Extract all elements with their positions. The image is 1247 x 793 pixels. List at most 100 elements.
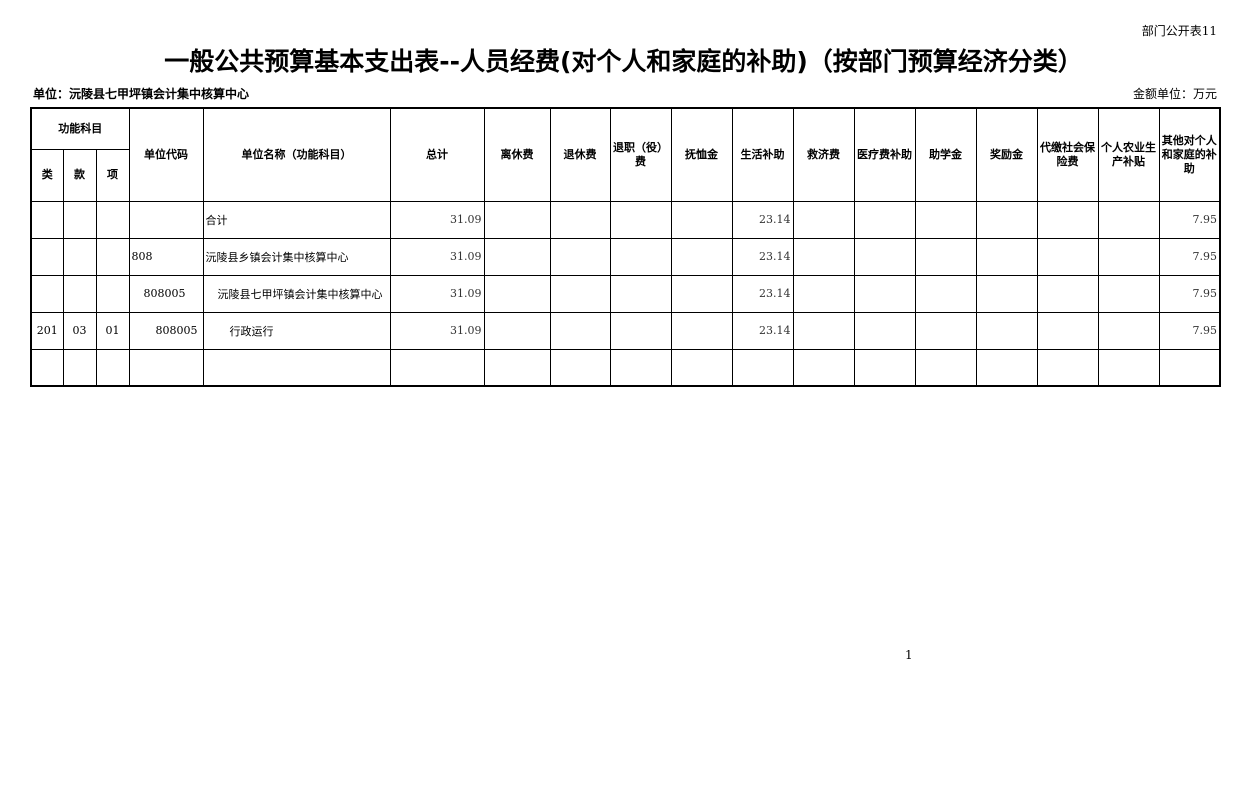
cell-value <box>483 311 551 350</box>
cell-name: 沅陵县乡镇会计集中核算中心 <box>202 237 391 276</box>
cell-code <box>128 200 204 239</box>
cell-name: 沅陵县七甲坪镇会计集中核算中心 <box>202 274 391 313</box>
cell-xiang <box>95 237 130 276</box>
cell-kuan <box>62 237 97 276</box>
header-xiang: 项 <box>95 148 130 202</box>
cell-value <box>483 348 551 387</box>
cell-value: 7.95 <box>1158 237 1221 276</box>
cell-value <box>483 274 551 313</box>
cell-value <box>670 311 733 350</box>
table-row: 合计 31.09 23.14 7.95 <box>30 200 1221 239</box>
header-col: 救济费 <box>792 107 855 202</box>
cell-value: 31.09 <box>389 311 485 350</box>
cell-value: 23.14 <box>731 274 794 313</box>
cell-value <box>609 348 672 387</box>
header-kuan: 款 <box>62 148 97 202</box>
unit-label: 单位：沅陵县七甲坪镇会计集中核算中心 <box>33 87 250 101</box>
cell-value <box>549 200 611 239</box>
header-col: 退职（役）费 <box>609 107 672 202</box>
cell-value <box>549 237 611 276</box>
cell-name: 合计 <box>202 200 391 239</box>
cell-kuan <box>62 348 97 387</box>
cell-lei <box>30 274 64 313</box>
page-title: 一般公共预算基本支出表--人员经费(对个人和家庭的补助)（按部门预算经济分类） <box>164 47 1083 76</box>
cell-value <box>975 348 1038 387</box>
cell-value <box>1036 237 1099 276</box>
cell-value <box>1036 274 1099 313</box>
header-col: 个人农业生产补贴 <box>1097 107 1160 202</box>
cell-value <box>792 274 855 313</box>
cell-value <box>1158 348 1221 387</box>
cell-value <box>670 274 733 313</box>
budget-table: 功能科目 单位代码 单位名称（功能科目） 总计 离休费 退休费 退职（役）费 抚… <box>30 107 1221 387</box>
cell-value <box>853 311 916 350</box>
cell-value <box>975 274 1038 313</box>
form-number: 部门公开表11 <box>1141 24 1217 38</box>
cell-value <box>792 237 855 276</box>
cell-xiang <box>95 200 130 239</box>
cell-value <box>731 348 794 387</box>
cell-value <box>549 348 611 387</box>
cell-name <box>202 348 391 387</box>
cell-value <box>914 200 977 239</box>
header-col: 生活补助 <box>731 107 794 202</box>
cell-value: 7.95 <box>1158 274 1221 313</box>
cell-value <box>1036 200 1099 239</box>
header-col: 单位代码 <box>128 107 204 202</box>
cell-value <box>1036 348 1099 387</box>
cell-value <box>549 311 611 350</box>
cell-value: 31.09 <box>389 200 485 239</box>
cell-value <box>609 200 672 239</box>
cell-code: 808005 <box>128 311 204 350</box>
cell-lei <box>30 348 64 387</box>
cell-value <box>389 348 485 387</box>
header-func-subject: 功能科目 <box>30 107 130 150</box>
cell-value: 31.09 <box>389 274 485 313</box>
cell-value <box>914 237 977 276</box>
cell-kuan <box>62 274 97 313</box>
cell-value <box>670 348 733 387</box>
header-col: 助学金 <box>914 107 977 202</box>
money-unit: 金额单位：万元 <box>1132 87 1217 101</box>
header-lei: 类 <box>30 148 64 202</box>
cell-value <box>670 200 733 239</box>
header-col: 医疗费补助 <box>853 107 916 202</box>
cell-lei <box>30 237 64 276</box>
cell-value <box>914 311 977 350</box>
cell-value <box>853 200 916 239</box>
table-row: 808 沅陵县乡镇会计集中核算中心 31.09 23.14 7.95 <box>30 237 1221 276</box>
cell-value <box>792 348 855 387</box>
header-col: 退休费 <box>549 107 611 202</box>
header-col: 代缴社会保险费 <box>1036 107 1099 202</box>
cell-code <box>128 348 204 387</box>
cell-value <box>609 237 672 276</box>
cell-value <box>609 274 672 313</box>
cell-lei: 201 <box>30 311 64 350</box>
cell-value: 7.95 <box>1158 200 1221 239</box>
table-row: 201 03 01 808005 行政运行 31.09 23.14 7.95 <box>30 311 1221 350</box>
cell-value <box>1097 311 1160 350</box>
cell-value <box>853 274 916 313</box>
cell-value: 31.09 <box>389 237 485 276</box>
table-row <box>30 348 1221 387</box>
cell-value <box>792 200 855 239</box>
header-col: 单位名称（功能科目） <box>202 107 391 202</box>
cell-value <box>1097 348 1160 387</box>
cell-kuan: 03 <box>62 311 97 350</box>
cell-value: 7.95 <box>1158 311 1221 350</box>
cell-xiang <box>95 348 130 387</box>
table-row: 808005 沅陵县七甲坪镇会计集中核算中心 31.09 23.14 7.95 <box>30 274 1221 313</box>
cell-name: 行政运行 <box>202 311 391 350</box>
cell-value <box>853 348 916 387</box>
cell-code: 808 <box>128 237 204 276</box>
cell-value <box>609 311 672 350</box>
cell-xiang: 01 <box>95 311 130 350</box>
cell-xiang <box>95 274 130 313</box>
header-col: 其他对个人和家庭的补助 <box>1158 107 1221 202</box>
cell-value <box>792 311 855 350</box>
cell-value <box>1097 237 1160 276</box>
cell-value <box>1036 311 1099 350</box>
cell-value <box>1097 200 1160 239</box>
header-col: 离休费 <box>483 107 551 202</box>
cell-value <box>483 200 551 239</box>
